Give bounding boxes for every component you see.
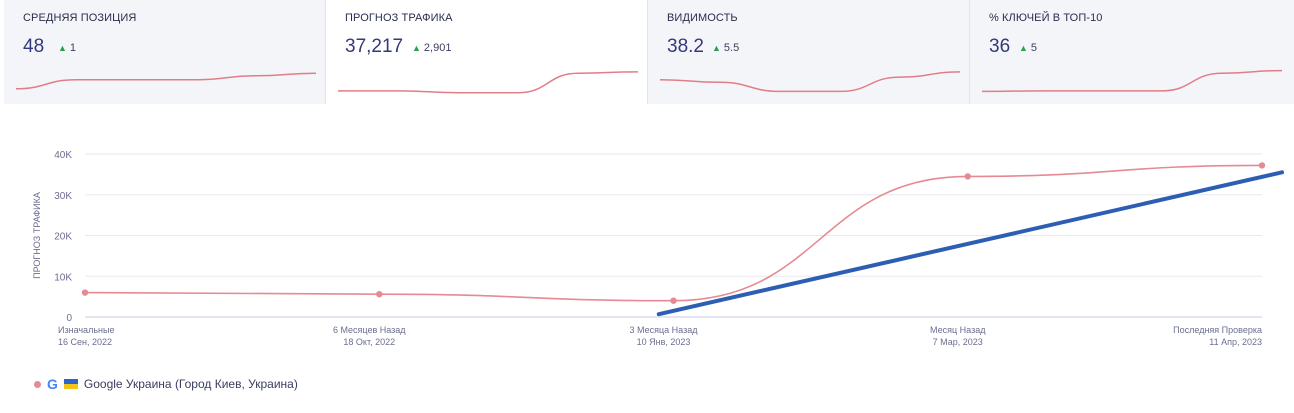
up-arrow-icon: ▲ (1019, 43, 1028, 53)
series-point[interactable] (964, 173, 971, 180)
google-icon: G (47, 376, 58, 392)
x-tick-label: Последняя Проверка (1173, 325, 1262, 335)
trend-line (656, 170, 1284, 317)
x-tick-date: 16 Сен, 2022 (58, 337, 112, 347)
google-icon-letter: G (47, 376, 58, 392)
kpi-card-traffic-forecast[interactable]: ПРОГНОЗ ТРАФИКА 37,217 ▲ 2,901 (326, 0, 648, 104)
sparkline (981, 69, 1283, 93)
kpi-value: 36 (989, 36, 1011, 57)
sparkline (15, 72, 317, 90)
kpi-delta-value: 1 (69, 42, 77, 54)
kpi-title: ПРОГНОЗ ТРАФИКА (345, 12, 453, 24)
kpi-title: СРЕДНЯЯ ПОЗИЦИЯ (23, 12, 137, 24)
kpi-delta: ▲ 5 (1019, 42, 1037, 54)
series-point[interactable] (1258, 162, 1266, 169)
sparkline (338, 71, 639, 94)
kpi-title: % КЛЮЧЕЙ В ТОП-10 (989, 12, 1103, 24)
kpi-card-visibility[interactable]: ВИДИМОСТЬ 38.2 ▲ 5.5 (648, 0, 970, 104)
x-tick-label: 3 Месяца Назад (630, 325, 699, 335)
kpi-value: 48 (23, 36, 45, 57)
kpi-delta-value: 5.5 (723, 42, 740, 54)
x-tick-date: 7 Мар, 2023 (933, 337, 983, 347)
x-tick-label: Изначальные (58, 325, 114, 335)
kpi-delta-value: 2,901 (423, 42, 452, 54)
y-tick-label: 40K (54, 150, 72, 161)
kpi-value: 37,217 (345, 36, 404, 57)
legend-label: Google Украина (Город Киев, Украина) (83, 377, 298, 391)
kpi-card-avg-position[interactable]: СРЕДНЯЯ ПОЗИЦИЯ 48 ▲ 1 (4, 0, 326, 104)
sparkline-path (15, 72, 317, 90)
kpi-delta-value: 5 (1030, 42, 1038, 54)
x-tick-date: 18 Окт, 2022 (343, 337, 395, 347)
sparkline (659, 71, 961, 93)
series-point[interactable] (81, 289, 89, 296)
kpi-title: ВИДИМОСТЬ (667, 12, 738, 24)
x-tick-label: 6 Месяцев Назад (333, 325, 406, 335)
up-arrow-icon: ▲ (412, 43, 421, 53)
series-line (84, 164, 1263, 302)
up-arrow-icon: ▲ (712, 43, 721, 53)
kpi-row: СРЕДНЯЯ ПОЗИЦИЯ 48 ▲ 1 ПРОГНОЗ ТРАФИКА 37… (4, 0, 1294, 104)
x-tick-label: Месяц Назад (930, 325, 986, 335)
kpi-delta: ▲ 5.5 (712, 42, 739, 54)
kpi-value: 38.2 (667, 36, 704, 57)
legend-series-dot (34, 380, 41, 388)
kpi-delta: ▲ 2,901 (412, 42, 451, 54)
y-tick-label: 10K (54, 272, 72, 283)
up-arrow-icon: ▲ (58, 43, 67, 53)
sparkline-path (981, 69, 1283, 93)
chart-legend[interactable]: G Google Украина (Город Киев, Украина) (34, 376, 298, 392)
x-tick-date: 10 Янв, 2023 (637, 337, 691, 347)
series-point[interactable] (376, 290, 383, 298)
kpi-delta: ▲ 1 (58, 42, 76, 54)
sparkline-path (338, 71, 639, 94)
sparkline-path (659, 71, 961, 93)
y-tick-label: 20K (54, 232, 72, 243)
traffic-forecast-chart: 0 10K 20K 30K 40K ПРОГНОЗ ТРАФИКА Изначальные 1… (32, 150, 1284, 347)
kpi-card-top10-keywords[interactable]: % КЛЮЧЕЙ В ТОП-10 36 ▲ 5 (970, 0, 1292, 104)
ukraine-flag-icon (63, 379, 78, 389)
y-tick-label: 30K (54, 191, 72, 202)
x-tick-date: 11 Апр, 2023 (1209, 337, 1262, 347)
series-point[interactable] (670, 297, 677, 304)
y-tick-label: 0 (66, 313, 72, 324)
y-axis-label: ПРОГНОЗ ТРАФИКА (32, 192, 42, 279)
